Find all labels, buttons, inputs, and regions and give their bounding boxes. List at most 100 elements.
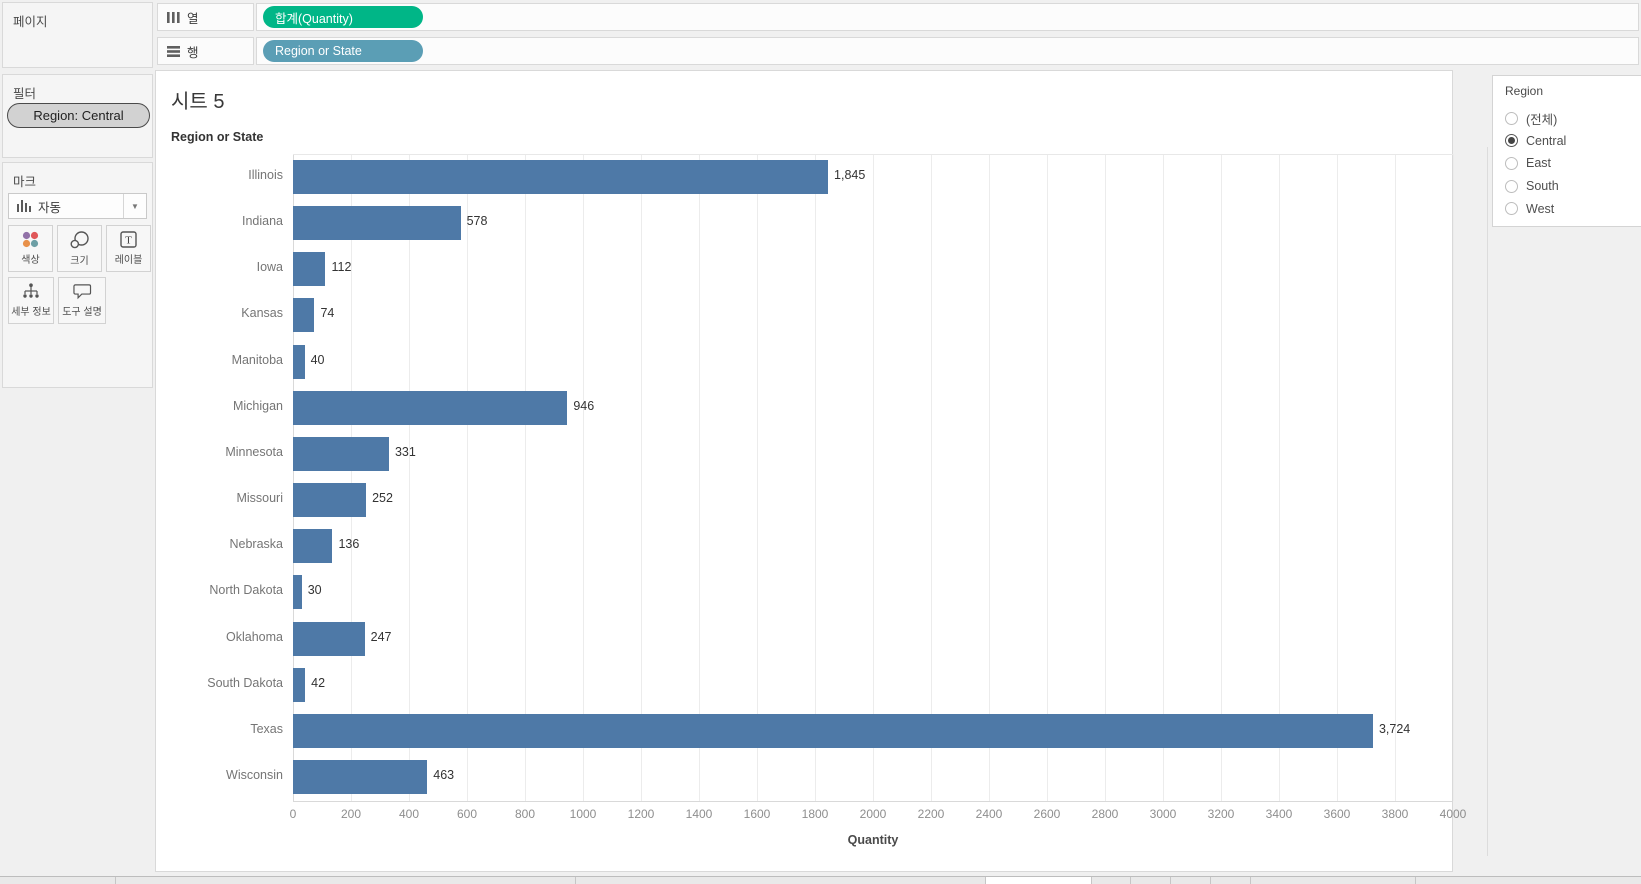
region-filter-card: Region (전체) Central East South West <box>1492 75 1641 227</box>
bar-category-label[interactable]: Oklahoma <box>226 629 283 644</box>
bar-category-label[interactable]: Indiana <box>241 214 283 229</box>
bar-category-label[interactable]: Michigan <box>232 398 283 413</box>
label-button-label: 레이블 <box>114 255 143 266</box>
bar-category-label[interactable]: Manitoba <box>231 352 283 367</box>
radio-icon[interactable] <box>1505 202 1518 216</box>
region-option-East[interactable]: East <box>1505 152 1551 174</box>
bar-category-label[interactable]: South Dakota <box>207 675 283 690</box>
x-tick-label: 1800 <box>801 807 829 821</box>
region-option-South[interactable]: South <box>1505 175 1559 197</box>
gridline <box>815 154 816 801</box>
bar-category-label[interactable]: Illinois <box>248 168 283 182</box>
region-option-label: (전체) <box>1526 112 1558 127</box>
bar-nebraska[interactable] <box>293 529 333 564</box>
bar-oklahoma[interactable] <box>293 621 365 656</box>
bar-value-label: 331 <box>394 444 416 459</box>
bar-south-dakota[interactable] <box>293 667 306 702</box>
region-option-West[interactable]: West <box>1505 198 1554 220</box>
tab-divider <box>1415 877 1416 884</box>
gridline <box>409 154 410 801</box>
detail-button[interactable]: 세부 정보 <box>8 277 54 324</box>
color-button[interactable]: 색상 <box>8 225 53 272</box>
gridline <box>1395 154 1396 801</box>
rows-pill-region-or-state[interactable]: Region or State <box>263 40 423 62</box>
bar-value-label: 247 <box>370 629 392 644</box>
x-tick-label: 3000 <box>1149 807 1177 821</box>
bar-wisconsin[interactable] <box>293 759 428 794</box>
sheet-title: 시트 5 <box>171 91 225 113</box>
rows-shelf[interactable] <box>256 37 1639 65</box>
radio-icon[interactable] <box>1505 111 1518 125</box>
gridline <box>1163 154 1164 801</box>
tooltip-button[interactable]: 도구 설명 <box>58 277 106 324</box>
bar-texas[interactable] <box>293 713 1373 748</box>
bar-category-label[interactable]: Nebraska <box>229 537 284 552</box>
radio-selected-icon[interactable] <box>1505 134 1518 148</box>
bar-iowa[interactable] <box>293 252 326 287</box>
x-tick-label: 4000 <box>1439 807 1467 821</box>
region-option-Central[interactable]: Central <box>1505 130 1566 152</box>
columns-shelf[interactable] <box>256 3 1639 31</box>
bar-category-label[interactable]: Iowa <box>256 260 283 275</box>
bar-category-label[interactable]: Minnesota <box>225 444 283 459</box>
color-icon <box>22 231 39 248</box>
bar-north-dakota[interactable] <box>293 575 302 610</box>
size-button[interactable]: 크기 <box>57 225 102 272</box>
bar-category-label[interactable]: North Dakota <box>209 583 283 598</box>
filters-shelf-card: 필터 Region: Central <box>2 74 153 158</box>
bar-kansas[interactable] <box>293 298 315 333</box>
bar-category-label[interactable]: Texas <box>250 721 283 736</box>
radio-icon[interactable] <box>1505 156 1518 170</box>
gridline <box>757 154 758 801</box>
marks-card: 마크 자동 ▼ 색상 크기 T <box>2 162 153 388</box>
chevron-down-icon[interactable]: ▼ <box>123 194 146 218</box>
bar-minnesota[interactable] <box>293 436 389 471</box>
mark-type-value: 자동 <box>38 200 62 215</box>
x-tick-label: 1600 <box>743 807 771 821</box>
bar-value-label: 112 <box>331 260 352 275</box>
size-button-label: 크기 <box>70 255 89 267</box>
filter-pill-region-central[interactable]: Region: Central <box>7 103 150 128</box>
x-tick-label: 1200 <box>627 807 655 821</box>
label-button[interactable]: T 레이블 <box>106 225 151 272</box>
active-tab-stub[interactable] <box>985 877 1092 884</box>
gridline <box>989 154 990 801</box>
bar-value-label: 42 <box>311 675 326 690</box>
bar-value-label: 252 <box>372 491 393 506</box>
columns-icon <box>167 11 180 23</box>
detail-button-label: 세부 정보 <box>11 307 51 318</box>
bar-missouri[interactable] <box>293 483 367 518</box>
rows-icon <box>167 45 180 57</box>
pages-shelf-label: 페이지 <box>13 15 48 29</box>
region-option-label: Central <box>1526 133 1567 148</box>
x-tick-label: 1000 <box>569 807 597 821</box>
rows-shelf-header: 행 <box>157 37 254 65</box>
label-icon: T <box>120 231 137 248</box>
columns-shelf-label: 열 <box>187 11 199 26</box>
bar-illinois[interactable] <box>293 160 829 194</box>
row-field-header: Region or State <box>171 130 264 144</box>
bar-michigan[interactable] <box>293 390 568 425</box>
bar-category-label[interactable]: Kansas <box>241 306 283 321</box>
radio-icon[interactable] <box>1505 179 1518 193</box>
tab-divider <box>115 877 116 884</box>
pages-shelf-card: 페이지 <box>2 2 153 68</box>
x-axis-line <box>293 801 1453 802</box>
tab-divider <box>575 877 576 884</box>
bar-category-label[interactable]: Missouri <box>236 491 283 506</box>
bar-manitoba[interactable] <box>293 344 305 379</box>
pane-divider[interactable] <box>1487 147 1488 856</box>
bar-indiana[interactable] <box>293 206 461 241</box>
region-option-전체[interactable]: (전체) <box>1505 107 1557 129</box>
bar-value-label: 74 <box>320 306 335 321</box>
gridline <box>1337 154 1338 801</box>
columns-pill-sum-quantity[interactable]: 합계(Quantity) <box>263 6 423 28</box>
tab-divider <box>1170 877 1171 884</box>
plot-area: 0 200 400 600 800 1000 1200 1400 1600 1800 2000 220… <box>156 71 1466 873</box>
x-axis-title: Quantity <box>847 833 899 847</box>
bar-category-label[interactable]: Wisconsin <box>226 767 283 782</box>
mark-type-dropdown[interactable]: 자동 ▼ <box>8 193 147 219</box>
tooltip-icon <box>72 283 92 300</box>
bar-value-label: 578 <box>466 214 488 229</box>
